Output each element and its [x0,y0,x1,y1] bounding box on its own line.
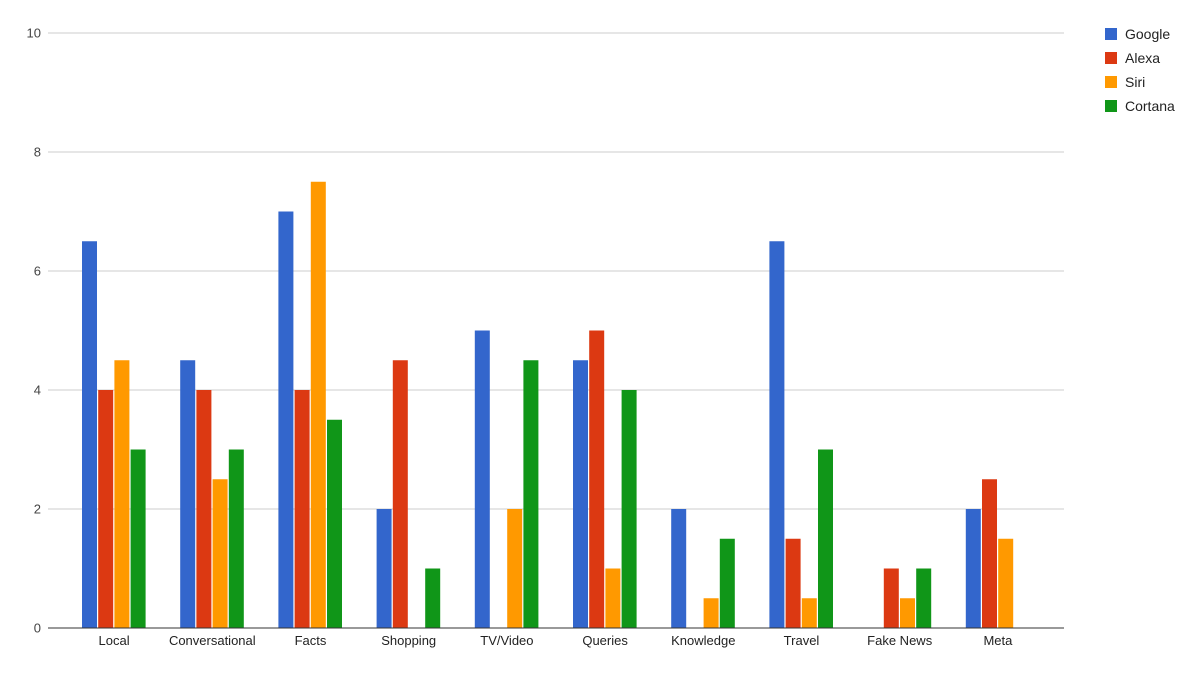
legend-swatch-siri [1105,76,1117,88]
bar-google-travel [769,241,785,628]
x-category-label: Knowledge [671,633,735,648]
y-tick-label: 4 [34,383,41,398]
bar-google-conversational [180,360,196,628]
bar-cortana-queries [621,390,637,628]
bar-google-queries [573,360,588,628]
x-category-label: Facts [295,633,327,648]
bar-alexa-meta [982,479,997,628]
y-tick-label: 10 [27,26,41,41]
bar-siri-facts [310,181,326,628]
legend-swatch-alexa [1105,52,1117,64]
bar-alexa-local [98,390,114,628]
legend-label-siri: Siri [1125,74,1145,90]
legend-label-google: Google [1125,26,1170,42]
bar-alexa-conversational [196,390,212,628]
bar-alexa-shopping [392,360,408,628]
gridlines [48,32,1064,510]
bar-siri-knowledge [703,598,719,628]
x-category-label: Conversational [169,633,256,648]
bar-siri-travel [801,598,817,628]
bar-alexa-travel [785,538,801,628]
y-tick-label: 2 [34,502,41,517]
bar-siri-tv-video [507,509,523,628]
bar-siri-meta [998,538,1014,628]
y-tick-label: 0 [34,621,41,636]
legend-swatch-cortana [1105,100,1117,112]
x-category-label: Meta [983,633,1013,648]
bar-alexa-fake-news [883,568,899,628]
bar-google-facts [278,211,294,628]
bar-cortana-tv-video [523,360,539,628]
y-tick-label: 8 [34,145,41,160]
bar-cortana-fake-news [916,568,932,628]
bar-cortana-travel [818,449,833,628]
x-axis-categories: Local Conversational Facts Shopping TV/Video… [99,633,1014,648]
bars [82,181,1014,628]
bar-siri-conversational [212,479,228,628]
x-category-label: Queries [582,633,628,648]
x-category-label: Travel [784,633,820,648]
y-axis-ticks: 0 2 4 6 8 10 [27,26,41,636]
legend-swatch-google [1105,28,1117,40]
bar-alexa-facts [294,390,310,628]
legend-label-alexa: Alexa [1125,50,1160,66]
x-category-label: TV/Video [480,633,533,648]
bar-cortana-shopping [425,568,441,628]
bar-google-local [82,241,97,628]
bar-cortana-facts [327,419,342,628]
bar-google-shopping [376,509,392,628]
bar-cortana-local [130,449,146,628]
x-category-label: Shopping [381,633,436,648]
legend-label-cortana: Cortana [1125,98,1175,114]
bar-google-tv-video [474,330,490,628]
bar-alexa-queries [589,330,605,628]
bar-google-knowledge [671,509,687,628]
bar-google-meta [965,509,981,628]
bar-cortana-conversational [228,449,244,628]
bar-cortana-knowledge [719,538,735,628]
legend: Google Alexa Siri Cortana [1105,26,1175,114]
bar-siri-fake-news [900,598,915,628]
x-category-label: Local [99,633,130,648]
x-category-label: Fake News [867,633,933,648]
bar-siri-local [114,360,130,628]
bar-siri-queries [605,568,621,628]
y-tick-label: 6 [34,264,41,279]
